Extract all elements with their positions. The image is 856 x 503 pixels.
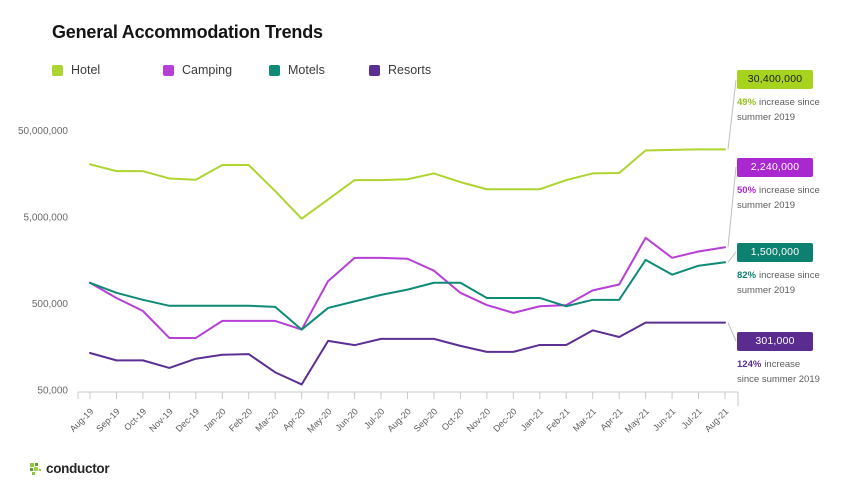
legend-label-hotel: Hotel [71, 63, 101, 77]
resorts-pct: 124% [737, 359, 762, 370]
annotation-hotel: 30,400,000 49% increase since summer 2019 [737, 70, 823, 125]
svg-text:Dec-19: Dec-19 [174, 406, 202, 434]
resorts-annotation-caption: 124% increase since summer 2019 [737, 359, 820, 385]
svg-text:Jul-20: Jul-20 [362, 406, 386, 430]
svg-text:5,000,000: 5,000,000 [24, 213, 69, 224]
svg-text:Sep-19: Sep-19 [94, 406, 122, 434]
svg-text:50,000,000: 50,000,000 [18, 126, 68, 137]
svg-text:Jan-20: Jan-20 [201, 406, 228, 433]
conductor-logo-icon [30, 462, 41, 475]
legend-label-resorts: Resorts [388, 63, 432, 77]
legend-label-motels: Motels [288, 63, 325, 77]
camping-swatch-icon [163, 64, 174, 76]
svg-text:Aug-19: Aug-19 [68, 406, 96, 434]
svg-text:Dec-20: Dec-20 [491, 406, 519, 434]
svg-text:May-21: May-21 [623, 406, 651, 434]
conductor-logo-text: conductor [46, 461, 110, 476]
svg-text:May-20: May-20 [305, 406, 333, 434]
svg-text:Feb-21: Feb-21 [544, 406, 571, 433]
svg-text:Jan-21: Jan-21 [519, 406, 546, 433]
legend-item-motels: Motels [269, 63, 325, 77]
motels-annotation-caption: 82% increase since summer 2019 [737, 270, 820, 296]
legend-item-hotel: Hotel [52, 63, 100, 77]
motels-swatch-icon [269, 64, 280, 76]
annotation-motels: 1,500,000 82% increase since summer 2019 [737, 243, 823, 298]
svg-text:Apr-21: Apr-21 [598, 406, 624, 432]
svg-text:Oct-19: Oct-19 [122, 406, 148, 432]
svg-text:Apr-20: Apr-20 [281, 406, 307, 432]
conductor-logo: conductor [30, 461, 110, 476]
svg-text:Sep-20: Sep-20 [412, 406, 440, 434]
resorts-swatch-icon [369, 64, 380, 76]
hotel-value-badge: 30,400,000 [737, 70, 813, 89]
camping-annotation-caption: 50% increase since summer 2019 [737, 185, 820, 211]
annotation-camping: 2,240,000 50% increase since summer 2019 [737, 158, 823, 213]
hotel-pct: 49% [737, 97, 757, 108]
legend-item-resorts: Resorts [369, 63, 431, 77]
annotation-resorts: 301,000 124% increase since summer 2019 [737, 332, 823, 387]
svg-text:500,000: 500,000 [32, 299, 69, 310]
resorts-value-badge: 301,000 [737, 332, 813, 351]
svg-text:Nov-20: Nov-20 [465, 406, 493, 434]
camping-value-badge: 2,240,000 [737, 158, 813, 177]
svg-text:Nov-19: Nov-19 [147, 406, 175, 434]
motels-pct: 82% [737, 270, 757, 281]
legend-label-camping: Camping [182, 63, 233, 77]
svg-text:Aug-21: Aug-21 [703, 406, 731, 434]
svg-text:Mar-21: Mar-21 [571, 406, 598, 433]
page-title: General Accommodation Trends [52, 22, 323, 42]
hotel-annotation-caption: 49% increase since summer 2019 [737, 97, 820, 123]
svg-text:Mar-20: Mar-20 [253, 406, 280, 433]
svg-text:Oct-20: Oct-20 [440, 406, 466, 432]
svg-text:Feb-20: Feb-20 [227, 406, 254, 433]
camping-pct: 50% [737, 185, 757, 196]
svg-text:Jun-20: Jun-20 [333, 406, 360, 433]
svg-text:50,000: 50,000 [37, 386, 68, 397]
hotel-swatch-icon [52, 64, 63, 76]
svg-text:Jun-21: Jun-21 [651, 406, 678, 433]
svg-text:Aug-20: Aug-20 [385, 406, 413, 434]
legend-item-camping: Camping [163, 63, 232, 77]
svg-text:Jul-21: Jul-21 [680, 406, 704, 430]
motels-value-badge: 1,500,000 [737, 243, 813, 262]
